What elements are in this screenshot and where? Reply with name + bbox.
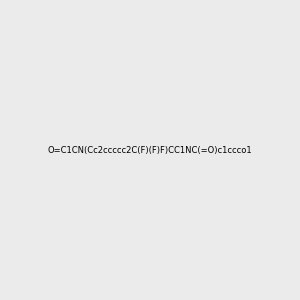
Text: O=C1CN(Cc2ccccc2C(F)(F)F)CC1NC(=O)c1ccco1: O=C1CN(Cc2ccccc2C(F)(F)F)CC1NC(=O)c1ccco… — [48, 146, 252, 154]
